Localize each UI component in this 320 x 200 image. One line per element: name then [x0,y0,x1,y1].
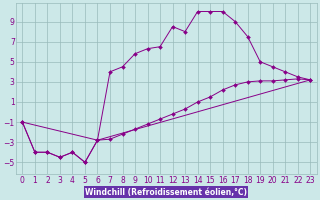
X-axis label: Windchill (Refroidissement éolien,°C): Windchill (Refroidissement éolien,°C) [85,188,247,197]
